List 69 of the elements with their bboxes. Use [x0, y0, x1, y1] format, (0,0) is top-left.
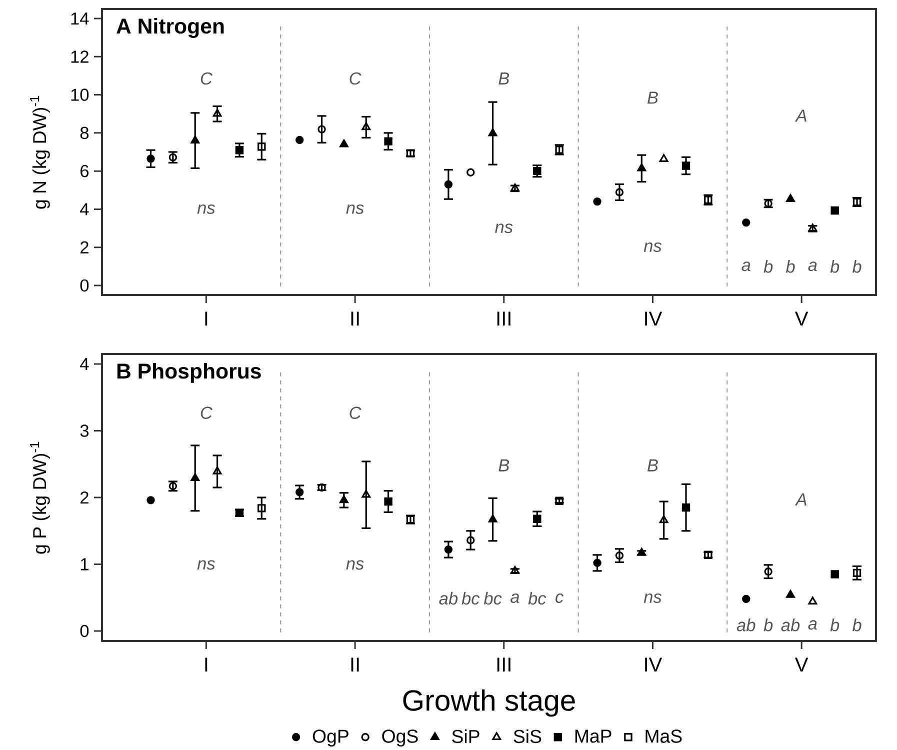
- x-tick-label: IV: [645, 312, 662, 326]
- annotation: B: [498, 72, 510, 84]
- annotation: a: [808, 620, 817, 630]
- y-tick-label: 1: [80, 558, 88, 570]
- x-tick-label: II: [351, 658, 359, 672]
- x-tick-label: V: [794, 312, 808, 326]
- annotation: ns: [644, 242, 662, 252]
- annotation: ab: [439, 592, 458, 604]
- annotation: A: [794, 110, 806, 122]
- legend-label: MaS: [646, 730, 682, 743]
- annotation: a: [510, 593, 520, 603]
- legend-label: SiS: [514, 729, 542, 743]
- annotation: C: [200, 406, 213, 419]
- annotation: ns: [197, 204, 215, 214]
- annotation: a: [808, 262, 817, 272]
- y-tick-label: 4: [80, 203, 89, 216]
- annotation: A: [794, 493, 806, 506]
- annotation: C: [200, 72, 213, 85]
- y-tick-label: 12: [71, 50, 88, 63]
- annotation: b: [764, 260, 773, 273]
- annotation: b: [852, 260, 862, 273]
- annotation: ns: [346, 204, 364, 214]
- y-tick-label: 3: [80, 424, 89, 437]
- x-tick-label: I: [205, 658, 208, 672]
- annotation: b: [786, 260, 795, 273]
- x-tick-label: V: [794, 658, 808, 672]
- y-tick-label: 8: [80, 126, 89, 139]
- y-tick-label: 14: [71, 12, 89, 24]
- annotation: ab: [736, 618, 756, 632]
- chart-title: A Nitrogen: [116, 18, 224, 38]
- annotation: c: [556, 593, 564, 603]
- chart-title: B Phosphorus: [117, 362, 261, 383]
- annotation: ns: [197, 560, 215, 570]
- annotation: ab: [781, 618, 800, 632]
- annotation: b: [852, 618, 862, 632]
- annotation: B: [647, 459, 658, 472]
- y-tick-label: 0: [80, 279, 89, 292]
- x-tick-label: III: [497, 312, 510, 326]
- annotation: B: [647, 92, 658, 104]
- annotation: b: [764, 618, 773, 632]
- annotation: b: [830, 260, 840, 273]
- annotation: C: [350, 72, 362, 85]
- annotation: a: [742, 262, 750, 272]
- annotation: b: [830, 618, 840, 632]
- legend-label: OgS: [382, 730, 418, 746]
- legend-label: OgP: [312, 730, 348, 746]
- annotation: bc: [528, 592, 546, 604]
- y-tick-label: 2: [80, 241, 88, 254]
- y-tick-label: 6: [80, 164, 89, 178]
- x-tick-label: II: [351, 312, 359, 326]
- x-tick-label: IV: [645, 658, 662, 672]
- y-axis-title: g P (kg DW)$^{-1}$: [30, 442, 50, 554]
- x-tick-label: I: [205, 312, 208, 326]
- y-axis-title: g N (kg DW)$^{-1}$: [30, 96, 50, 209]
- y-tick-label: 0: [80, 624, 89, 638]
- y-tick-label: 4: [80, 358, 89, 370]
- y-tick-label: 10: [71, 88, 89, 101]
- annotation: B: [498, 459, 510, 472]
- annotation: bc: [462, 592, 480, 604]
- legend-label: MaP: [575, 730, 612, 743]
- x-tick-label: III: [497, 658, 510, 672]
- annotation: bc: [484, 592, 502, 604]
- annotation: ns: [644, 593, 662, 603]
- legend-label: SiP: [452, 729, 480, 743]
- annotation: ns: [495, 224, 513, 233]
- annotation: C: [350, 406, 362, 419]
- annotation: ns: [346, 560, 364, 570]
- x-axis-title: Growth stage: [403, 689, 575, 717]
- y-tick-label: 2: [80, 491, 88, 504]
